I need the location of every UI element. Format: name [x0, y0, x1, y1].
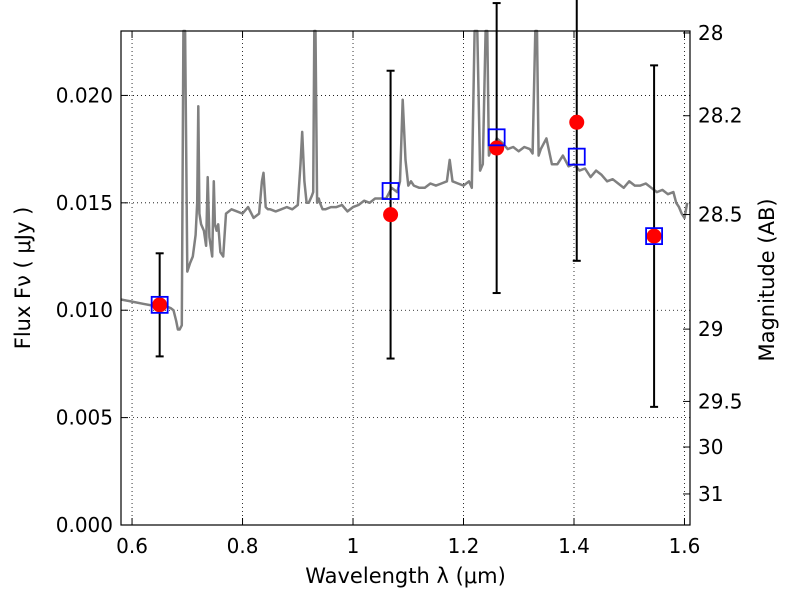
x-tick-label: 1: [347, 534, 360, 558]
mag-tick-label: 29: [698, 317, 723, 341]
plot-frame: [120, 30, 691, 526]
model-point: [567, 147, 586, 166]
mag-tick-label: 30: [698, 435, 723, 459]
observed-point: [569, 114, 585, 130]
observed-point: [383, 207, 399, 223]
y-tick-label: 0.020: [56, 83, 113, 107]
spectrum-line: [120, 29, 689, 331]
y-tick-label: 0.005: [56, 406, 113, 430]
model-point: [487, 128, 506, 147]
axis-ticks: 0.6 0.8 1 1.2 1.4 1.6 0.000 0.005 0.010 0.015 0.02…: [56, 21, 743, 558]
y-tick-label: 0.015: [56, 191, 113, 215]
observed-point: [646, 228, 662, 244]
observed-point: [152, 297, 168, 313]
mag-tick-label: 28.5: [698, 203, 743, 227]
photometry-points: [150, 0, 663, 408]
observed-point: [489, 140, 505, 156]
y-tick-label: 0.010: [56, 298, 113, 322]
x-tick-label: 0.6: [116, 534, 148, 558]
model-point: [150, 295, 169, 314]
right-axis-label: Magnitude (AB): [755, 198, 779, 361]
mag-tick-label: 28: [698, 21, 723, 45]
mag-tick-label: 29.5: [698, 389, 743, 413]
model-point: [645, 227, 663, 246]
mag-tick-label: 31: [698, 482, 723, 506]
x-tick-label: 1.4: [558, 534, 590, 558]
x-axis-label: Wavelength λ (μm): [305, 564, 506, 588]
x-tick-label: 1.6: [669, 534, 701, 558]
y-axis-label: Flux Fν ( μJy ): [11, 207, 35, 350]
spectrum-series: [120, 29, 689, 331]
mag-tick-label: 28.2: [698, 104, 743, 128]
x-tick-label: 1.2: [448, 534, 480, 558]
y-tick-label: 0.000: [56, 513, 113, 537]
grid-lines: [121, 31, 690, 526]
x-tick-label: 0.8: [227, 534, 259, 558]
model-point: [381, 182, 400, 200]
